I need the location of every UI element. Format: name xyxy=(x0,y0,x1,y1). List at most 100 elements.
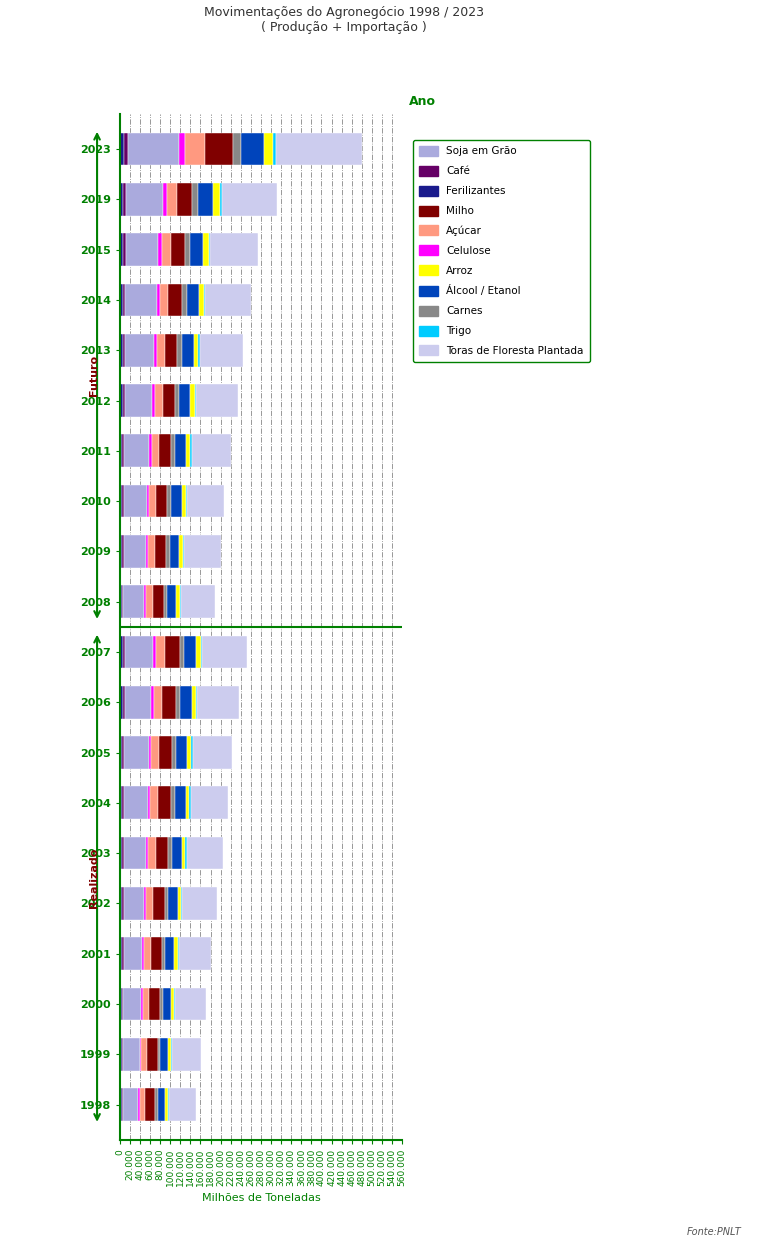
Bar xyxy=(176,736,187,769)
Bar xyxy=(160,435,171,467)
Bar xyxy=(171,988,174,1021)
Bar xyxy=(123,585,144,618)
Bar xyxy=(168,1038,170,1070)
Bar xyxy=(171,787,175,819)
Bar xyxy=(191,787,228,819)
Bar xyxy=(149,988,160,1021)
Bar xyxy=(120,234,123,266)
Bar xyxy=(120,635,123,669)
Bar xyxy=(180,585,181,618)
Bar xyxy=(120,485,122,517)
Bar xyxy=(126,183,163,216)
Bar xyxy=(155,1088,157,1121)
Bar xyxy=(123,283,125,316)
Bar xyxy=(120,837,122,869)
Bar xyxy=(177,937,179,970)
Bar xyxy=(146,837,148,869)
Bar xyxy=(165,888,168,920)
Bar xyxy=(168,837,172,869)
Bar xyxy=(141,988,143,1021)
Bar xyxy=(125,133,128,165)
Bar xyxy=(128,133,179,165)
Bar xyxy=(160,988,163,1021)
Bar xyxy=(180,635,184,669)
Bar xyxy=(123,234,125,266)
Bar xyxy=(148,837,156,869)
Bar xyxy=(154,686,162,718)
Bar xyxy=(189,787,191,819)
Bar xyxy=(276,133,362,165)
Bar xyxy=(180,384,190,416)
Bar xyxy=(168,888,178,920)
Bar xyxy=(273,133,276,165)
Bar xyxy=(120,736,122,769)
Bar xyxy=(144,937,151,970)
Bar xyxy=(122,485,124,517)
Legend: Soja em Grão, Café, Ferilizantes, Milho, Açúcar, Celulose, Arroz, Álcool / Etano: Soja em Grão, Café, Ferilizantes, Milho,… xyxy=(413,139,590,362)
Bar xyxy=(182,334,193,367)
Bar xyxy=(120,988,121,1021)
Bar xyxy=(149,485,157,517)
Bar xyxy=(183,888,217,920)
Bar xyxy=(196,686,197,718)
Bar xyxy=(196,635,201,669)
Bar xyxy=(120,384,122,416)
Bar xyxy=(122,837,124,869)
Bar xyxy=(152,384,154,416)
Bar xyxy=(174,937,177,970)
Bar xyxy=(157,635,165,669)
Bar xyxy=(124,534,146,568)
Bar xyxy=(176,585,180,618)
Bar xyxy=(172,1038,201,1070)
Bar xyxy=(122,736,125,769)
Bar xyxy=(192,686,196,718)
Bar xyxy=(147,1038,157,1070)
Bar xyxy=(120,686,122,718)
Bar xyxy=(190,384,195,416)
Bar xyxy=(163,937,165,970)
Bar xyxy=(182,283,186,316)
Bar xyxy=(120,1088,121,1121)
Bar xyxy=(178,888,181,920)
Bar xyxy=(125,384,152,416)
Bar xyxy=(202,635,247,669)
Bar xyxy=(143,988,149,1021)
Bar xyxy=(165,937,174,970)
Bar xyxy=(172,736,176,769)
Bar xyxy=(122,534,124,568)
Bar xyxy=(180,686,192,718)
Bar xyxy=(175,384,180,416)
Bar xyxy=(120,585,121,618)
Bar xyxy=(163,585,167,618)
Bar xyxy=(120,183,123,216)
Bar xyxy=(165,334,177,367)
Bar xyxy=(167,485,171,517)
Bar xyxy=(180,534,183,568)
Bar xyxy=(165,635,180,669)
Bar xyxy=(169,1088,196,1121)
Bar xyxy=(191,736,193,769)
Bar xyxy=(141,1038,147,1070)
Bar xyxy=(157,1038,160,1070)
Text: Fonte:PNLT: Fonte:PNLT xyxy=(686,1227,741,1237)
Bar xyxy=(124,837,146,869)
Bar xyxy=(200,334,243,367)
Bar xyxy=(167,1088,169,1121)
Bar xyxy=(219,183,222,216)
Bar xyxy=(151,937,163,970)
Bar xyxy=(233,133,241,165)
Bar xyxy=(186,787,189,819)
Bar xyxy=(213,183,219,216)
Bar xyxy=(144,585,147,618)
Bar xyxy=(156,837,168,869)
Bar xyxy=(158,234,162,266)
Bar xyxy=(125,736,148,769)
Bar xyxy=(174,988,175,1021)
Bar xyxy=(190,435,192,467)
Bar xyxy=(210,234,258,266)
Bar xyxy=(151,736,159,769)
Text: Movimentações do Agronegócio 1998 / 2023
( Produção + Importação ): Movimentações do Agronegócio 1998 / 2023… xyxy=(204,6,484,35)
Bar xyxy=(195,384,196,416)
Bar xyxy=(183,534,184,568)
Bar xyxy=(190,234,203,266)
